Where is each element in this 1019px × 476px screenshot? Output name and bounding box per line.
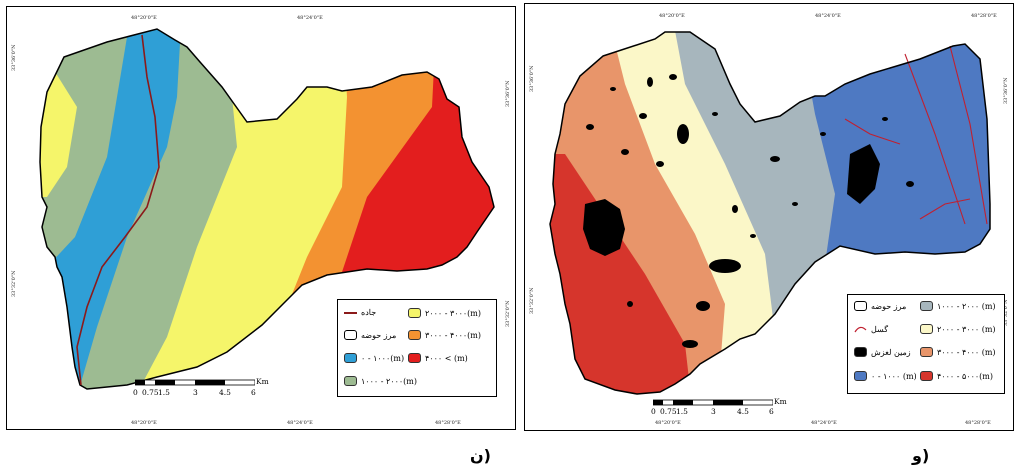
fault-line-1 [904,53,966,225]
left-bottom-tick-1: 48°20'0"E [131,420,157,426]
right-bottom-tick-3: 48°28'0"E [965,420,991,426]
legend-label: ۱۰۰۰ - ۲۰۰۰ (m) [937,301,996,311]
legend-label: ۳۰۰۰ - ۴۰۰۰ (m) [937,347,996,357]
left-legend: ۲۰۰۰ - ۳۰۰۰(m) جاده ۳۰۰۰ - ۴۰۰۰(m) مرز ح… [337,299,497,397]
right-legend: ۱۰۰۰ - ۲۰۰۰ (m) مرز حوضه ۲۰۰۰ - ۳۰۰۰ (m)… [847,294,1005,394]
legend-label: ۲۰۰۰ - ۳۰۰۰(m) [425,308,481,318]
right-scalebar: Km 0 0.75 1.5 3 4.5 6 [651,395,793,425]
red-swatch [408,353,421,363]
left-scale-label-0: 0 [133,388,138,397]
left-road-line [76,34,160,386]
left-map-caption: ن) [470,446,491,465]
left-legend-road: جاده [344,308,376,317]
cream-swatch [920,324,933,334]
right-scale-unit: Km [774,397,787,406]
left-legend-blue: ۰ - ۱۰۰۰(m) [344,353,404,363]
legend-label: زمین لغزش [871,347,911,357]
left-scale-label-4: 4.5 [219,388,231,397]
right-legend-darkred: ۴۰۰۰ - ۵۰۰۰(m) [920,371,993,381]
left-legend-yellow: ۲۰۰۰ - ۳۰۰۰(m) [408,308,481,318]
legend-label: جاده [361,308,377,317]
deepblue-swatch [854,371,867,381]
legend-label: ۴۰۰۰ < (m) [425,353,468,363]
right-scale-label-5: 6 [769,407,774,416]
right-landslide-map [549,31,991,395]
blue-swatch [344,353,357,363]
green-swatch [344,376,357,386]
fault-line-icon [854,326,867,333]
right-top-tick-1: 48°20'0"E [659,13,685,19]
right-legend-deepblue: ۰ - ۱۰۰۰ (m) [854,371,917,381]
left-legend-boundary: مرز حوضه [344,330,396,340]
right-map-caption: و) [912,446,930,465]
boundary-swatch [854,301,867,311]
left-scale-unit: Km [256,377,269,386]
boundary-swatch [344,330,357,340]
right-map-frame: 48°20'0"E 48°24'0"E 48°28'0"E 48°20'0"E … [524,3,1014,431]
right-scale-label-0: 0 [651,407,656,416]
greyblue-swatch [920,301,933,311]
left-scalebar: Km 0 0.75 1.5 3 4.5 6 [133,375,275,405]
right-bottom-tick-2: 48°24'0"E [811,420,837,426]
right-top-tick-2: 48°24'0"E [815,13,841,19]
right-bottom-tick-1: 48°20'0"E [655,420,681,426]
legend-label: ۰ - ۱۰۰۰(m) [361,353,405,363]
legend-label: مرز حوضه [361,330,397,340]
orange-swatch [408,330,421,340]
right-scale-label-1: 0.75 [660,407,677,416]
darkred-swatch [920,371,933,381]
right-legend-greyblue: ۱۰۰۰ - ۲۰۰۰ (m) [920,301,996,311]
left-legend-red: ۴۰۰۰ < (m) [408,353,468,363]
left-scale-label-1: 0.75 [142,388,159,397]
landslide-swatch [854,347,867,357]
right-top-tick-3: 48°28'0"E [971,13,997,19]
right-scale-label-3: 3 [711,407,716,416]
fault-line-2 [949,45,988,225]
left-top-tick-1: 48°20'0"E [131,15,157,21]
right-legend-salmon: ۳۰۰۰ - ۴۰۰۰ (m) [920,347,996,357]
legend-label: ۱۰۰۰ - ۲۰۰۰(m) [361,376,417,386]
right-legend-landslide: زمین لغزش [854,347,911,357]
right-scale-label-4: 4.5 [737,407,749,416]
right-legend-cream: ۲۰۰۰ - ۳۰۰۰ (m) [920,324,996,334]
left-bottom-tick-2: 48°24'0"E [287,420,313,426]
right-legend-fault: گسل [854,324,888,334]
legend-label: گسل [871,324,889,334]
left-legend-green: ۱۰۰۰ - ۲۰۰۰(m) [344,376,417,386]
road-line-icon [344,311,357,314]
fault-line-3 [919,198,971,220]
left-bottom-tick-3: 48°28'0"E [435,420,461,426]
legend-label: ۳۰۰۰ - ۴۰۰۰(m) [425,330,481,340]
legend-label: ۴۰۰۰ - ۵۰۰۰(m) [937,371,993,381]
left-top-tick-2: 48°24'0"E [297,15,323,21]
right-legend-boundary: مرز حوضه [854,301,906,311]
left-map-frame: 48°20'0"E 48°24'0"E 48°20'0"E 48°24'0"E … [6,6,516,430]
left-legend-orange: ۳۰۰۰ - ۴۰۰۰(m) [408,330,481,340]
legend-label: ۲۰۰۰ - ۳۰۰۰ (m) [937,324,996,334]
legend-label: ۰ - ۱۰۰۰ (m) [871,371,917,381]
fault-line-4 [844,118,901,145]
legend-label: مرز حوضه [871,301,907,311]
left-scale-label-3: 3 [193,388,198,397]
left-scale-label-5: 6 [251,388,256,397]
left-scale-label-2: 1.5 [158,388,170,397]
right-scale-label-2: 1.5 [676,407,688,416]
yellow-swatch [408,308,421,318]
salmon-swatch [920,347,933,357]
